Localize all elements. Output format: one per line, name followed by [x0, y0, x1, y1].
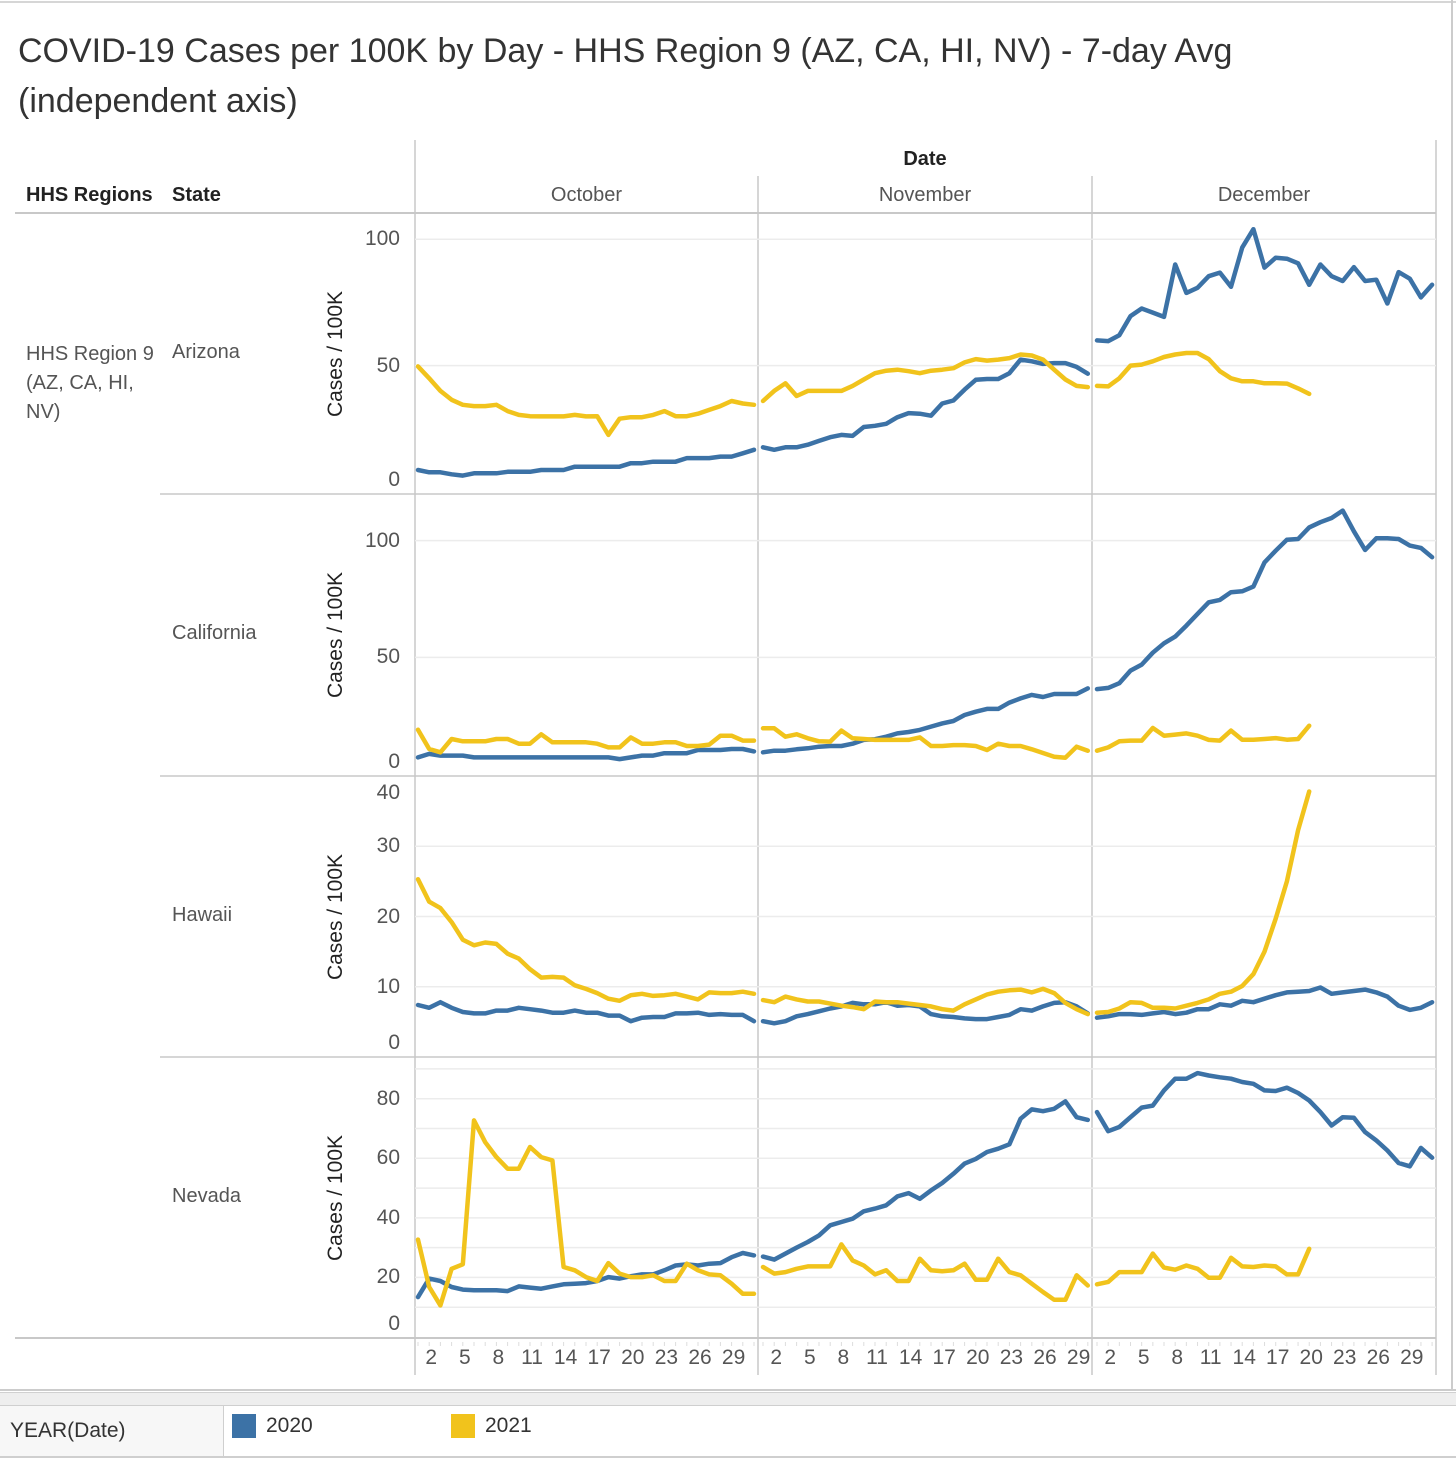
x-tick-label-october: 29: [721, 1346, 746, 1369]
legend-title-cell: YEAR(Date): [0, 1406, 224, 1456]
state-label-california: California: [172, 622, 257, 644]
x-tick-label-november: 17: [932, 1346, 956, 1369]
x-tick-label-december: 29: [1400, 1346, 1424, 1369]
series-line-hawaii-2020-december[interactable]: [1094, 985, 1435, 1020]
x-tick-label-november: 5: [803, 1346, 816, 1369]
x-tick-label-october: 11: [521, 1346, 543, 1369]
header-date: Date: [903, 148, 947, 170]
y-tick-label-california: 100: [364, 528, 400, 552]
series-line-california-2021-october[interactable]: [415, 727, 757, 755]
legend-separator: [0, 1392, 1456, 1406]
series-line-hawaii-2020-november[interactable]: [760, 999, 1091, 1026]
header-state: State: [172, 184, 221, 206]
x-tick-label-december: 17: [1266, 1346, 1290, 1369]
x-tick-label-december: 26: [1366, 1346, 1390, 1369]
x-tick-label-december: 11: [1199, 1346, 1222, 1369]
x-tick-label-december: 20: [1299, 1346, 1323, 1369]
x-tick-label-october: 17: [587, 1346, 611, 1369]
y-tick-label-nevada: 80: [376, 1086, 400, 1110]
y-tick-label-hawaii: 0: [388, 1031, 400, 1054]
state-label-nevada: Nevada: [172, 1184, 241, 1207]
series-line-hawaii-2021-december[interactable]: [1094, 789, 1312, 1015]
y-tick-label-hawaii: 40: [376, 781, 400, 804]
y-axis-title-california: Cases / 100K: [324, 571, 347, 699]
series-line-nevada-2020-november[interactable]: [760, 1099, 1091, 1262]
legend-item-2020[interactable]: 2020: [232, 1414, 313, 1438]
legend-label-2021: 2021: [485, 1414, 532, 1437]
y-tick-label-nevada: 40: [376, 1205, 400, 1229]
header-hhs-regions: HHS Regions: [26, 184, 153, 206]
region-label: HHS Region 9 (AZ, CA, HI, NV): [26, 343, 154, 423]
y-tick-label-hawaii: 10: [376, 974, 400, 998]
series-line-nevada-2020-december[interactable]: [1094, 1070, 1435, 1169]
x-tick-label-november: 11: [866, 1346, 888, 1369]
series-line-arizona-2020-october[interactable]: [415, 447, 757, 478]
y-tick-label-hawaii: 30: [376, 834, 400, 858]
x-tick-label-november: 26: [1033, 1346, 1057, 1369]
x-tick-label-october: 20: [621, 1346, 645, 1369]
series-line-hawaii-2021-november[interactable]: [760, 986, 1091, 1017]
series-line-california-2021-december[interactable]: [1094, 723, 1312, 753]
x-tick-label-november: 23: [999, 1346, 1024, 1369]
series-line-california-2020-october[interactable]: [415, 746, 757, 762]
y-tick-label-hawaii: 20: [376, 904, 400, 928]
y-tick-label-nevada: 60: [376, 1146, 400, 1170]
column-header-november: November: [878, 184, 972, 206]
column-header-december: December: [1217, 184, 1311, 206]
series-line-nevada-2021-november[interactable]: [760, 1242, 1091, 1303]
x-tick-label-october: 5: [458, 1346, 471, 1369]
series-line-hawaii-2021-october[interactable]: [415, 877, 757, 1004]
legend-item-2021[interactable]: 2021: [451, 1414, 532, 1438]
series-line-nevada-2020-october[interactable]: [415, 1250, 757, 1300]
legend-swatch-2020: [232, 1414, 256, 1438]
series-line-nevada-2021-december[interactable]: [1094, 1246, 1312, 1287]
series-line-california-2020-november[interactable]: [760, 686, 1091, 755]
x-tick-label-december: 23: [1333, 1346, 1357, 1369]
y-tick-label-arizona: 50: [376, 353, 400, 377]
x-tick-label-december: 2: [1104, 1346, 1116, 1369]
y-tick-label-california: 50: [376, 645, 400, 669]
x-tick-label-november: 2: [770, 1346, 783, 1369]
x-tick-label-december: 5: [1137, 1346, 1150, 1369]
state-label-arizona: Arizona: [172, 341, 240, 363]
legend: YEAR(Date) 2020 2021: [0, 1405, 1456, 1458]
y-tick-label-arizona: 100: [364, 227, 400, 251]
x-tick-label-december: 14: [1232, 1346, 1256, 1369]
chart-title: COVID-19 Cases per 100K by Day - HHS Reg…: [18, 32, 1233, 120]
series-line-hawaii-2020-october[interactable]: [415, 999, 757, 1024]
x-tick-label-october: 26: [688, 1346, 712, 1369]
series-line-california-2020-december[interactable]: [1094, 508, 1435, 692]
series-line-nevada-2021-october[interactable]: [415, 1118, 757, 1308]
state-label-hawaii: Hawaii: [172, 903, 233, 926]
x-tick-label-december: 8: [1171, 1346, 1184, 1369]
x-tick-label-october: 23: [654, 1346, 679, 1369]
x-tick-label-november: 29: [1066, 1346, 1091, 1369]
x-tick-label-november: 14: [898, 1346, 923, 1369]
legend-swatch-2021: [451, 1414, 475, 1438]
x-tick-label-october: 8: [492, 1346, 505, 1369]
series-line-arizona-2021-october[interactable]: [415, 364, 757, 438]
x-tick-label-november: 8: [837, 1346, 850, 1369]
legend-title: YEAR(Date): [10, 1419, 126, 1442]
series-line-california-2021-november[interactable]: [760, 726, 1091, 760]
x-tick-label-october: 2: [425, 1346, 438, 1369]
x-tick-label-october: 14: [553, 1346, 578, 1369]
series-line-arizona-2020-december[interactable]: [1094, 226, 1435, 344]
x-tick-label-november: 20: [966, 1346, 990, 1369]
y-tick-label-california: 0: [388, 750, 400, 773]
y-tick-label-nevada: 20: [376, 1265, 400, 1289]
series-line-arizona-2021-november[interactable]: [760, 352, 1091, 404]
legend-label-2020: 2020: [266, 1414, 313, 1437]
series-line-arizona-2021-december[interactable]: [1094, 350, 1312, 397]
y-tick-label-arizona: 0: [388, 468, 400, 491]
column-header-october: October: [550, 184, 623, 206]
series-line-arizona-2020-november[interactable]: [760, 357, 1091, 453]
y-tick-label-nevada: 0: [388, 1312, 400, 1335]
